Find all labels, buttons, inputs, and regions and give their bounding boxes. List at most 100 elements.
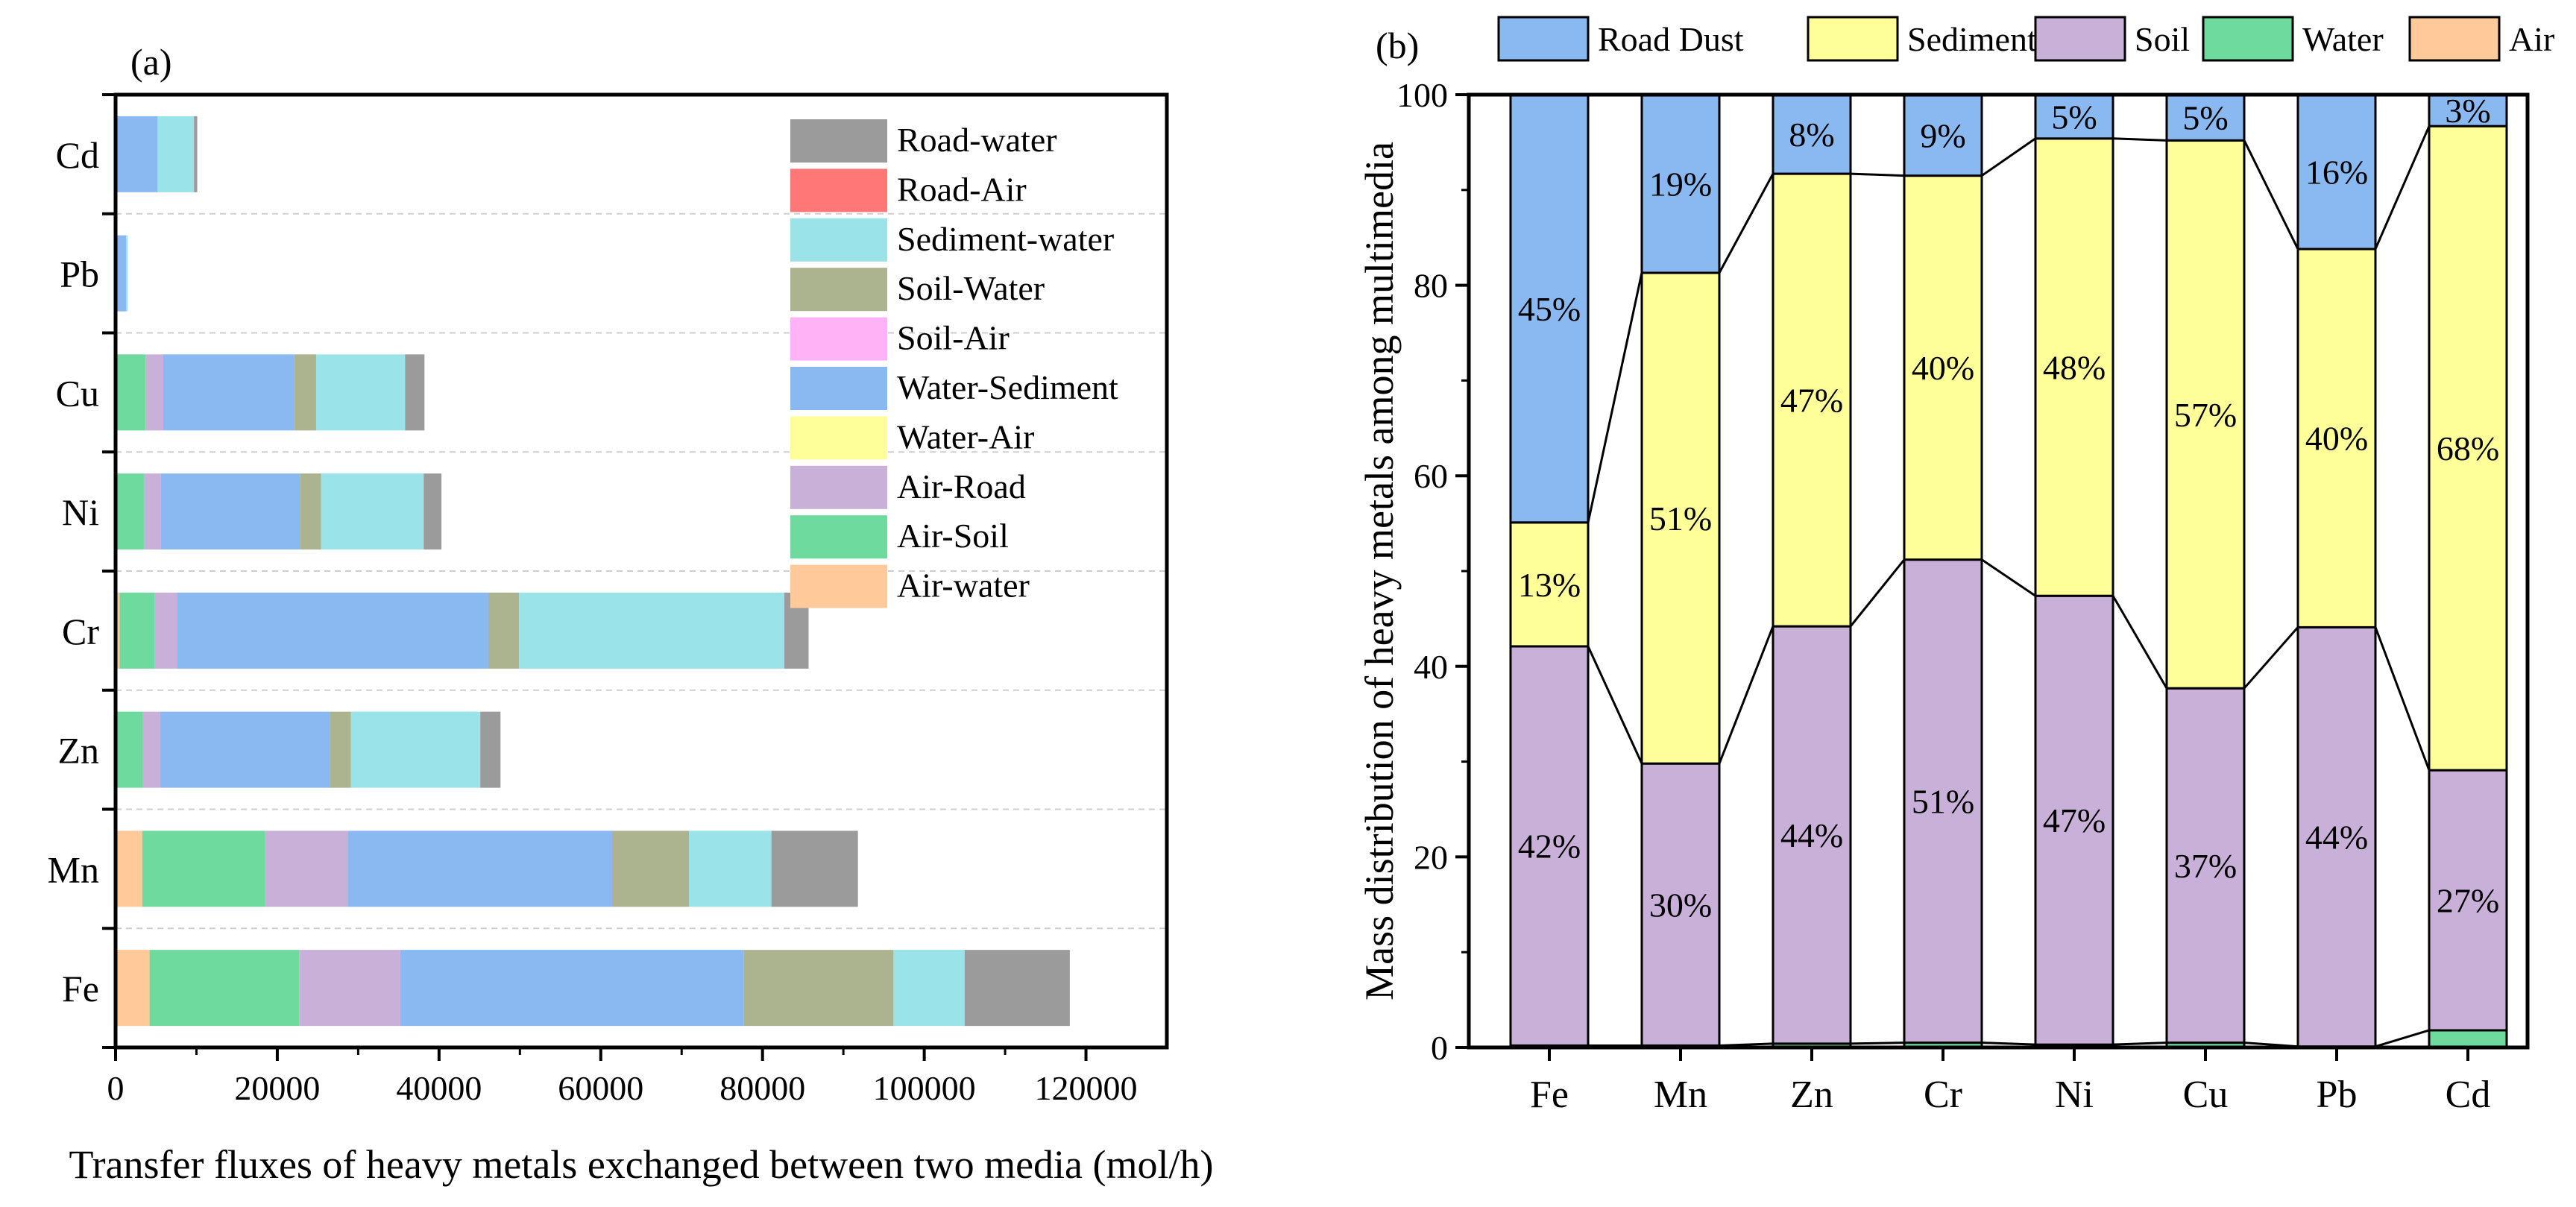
- stack-cu-soil: [2165, 687, 2246, 1044]
- bar-cr-air-water: [116, 592, 120, 669]
- connector-line-sediment: [1718, 173, 1774, 274]
- bar-ni-air-road: [143, 473, 161, 550]
- panel-b-y-tick-label: 80: [1414, 267, 1448, 305]
- stack-fe-road-dust: [1509, 93, 1590, 524]
- legend-label-road-water: Road-water: [897, 121, 1057, 159]
- bar-zn-air-road: [142, 711, 160, 788]
- stack-zn-sediment: [1772, 172, 1852, 628]
- bar-fe-water-sediment: [400, 950, 744, 1027]
- panel-b-y-axis-title: Mass distribution of heavy metals among …: [1357, 142, 1402, 1000]
- panel-b-y-tick-label: 60: [1414, 457, 1448, 495]
- connector-line-soil: [1849, 558, 1906, 628]
- panel-a-category-label-mn: Mn: [48, 848, 99, 890]
- connector-line-sediment: [2243, 139, 2299, 250]
- panel-a-x-tick-label: 0: [107, 1069, 125, 1107]
- bar-mn-soil-water: [611, 831, 689, 907]
- bar-cr-water-sediment: [177, 592, 489, 669]
- panel-a-axes: 0 20000 40000 60000 80000 100000 120000 Fe Mn Zn C…: [48, 93, 1138, 1107]
- panel-a-legend: Road-water Road-Air Sediment-water Soil-Wat…: [790, 119, 1118, 608]
- connector-line-soil: [1587, 646, 1643, 764]
- bar-cd-water-sediment: [116, 116, 158, 192]
- panel-b-connector-lines: [1587, 125, 2431, 1049]
- bar-cu-sediment-water: [315, 354, 406, 431]
- panel-b-axes: 0 20 40 60 80 100 Fe Mn Zn Cr Ni Cu Pb Cd: [1396, 76, 2490, 1116]
- bar-pb-water-sediment: [116, 235, 127, 312]
- data-label-fe-sediment: 13%: [1518, 566, 1581, 604]
- bar-cu-air-soil: [117, 354, 146, 431]
- data-label-cr-sediment: 40%: [1912, 349, 1974, 387]
- stack-mn-road-dust: [1640, 93, 1721, 274]
- stack-cd-sediment: [2428, 125, 2508, 772]
- panel-a-x-tick-label: 80000: [719, 1069, 805, 1107]
- data-label-mn-soil: 30%: [1649, 886, 1712, 924]
- connector-line-sediment: [2112, 137, 2167, 142]
- bar-zn-road-water: [480, 711, 501, 788]
- panel-a-x-axis-title: Transfer fluxes of heavy metals exchange…: [69, 1142, 1213, 1187]
- legend-swatch-soil-air: [790, 317, 887, 361]
- panel-a-bars: [116, 116, 1070, 1027]
- stack-cr-sediment: [1903, 174, 1983, 561]
- legend-swatch-road-water: [790, 119, 887, 163]
- bar-mn-air-water: [116, 831, 142, 907]
- legend-label-soil: Soil: [2135, 20, 2190, 58]
- bar-cu-soil-water: [294, 354, 316, 431]
- bar-mn-air-road: [265, 831, 348, 907]
- stack-cu-sediment: [2165, 139, 2246, 690]
- panel-b-chart: (b) Road Dust Sediment Soil Water Air 42% 13%…: [1357, 16, 2554, 1116]
- bar-fe-air-soil: [149, 950, 300, 1027]
- legend-label-soil-air: Soil-Air: [897, 319, 1010, 357]
- data-label-ni-road-dust: 5%: [2051, 98, 2097, 136]
- bar-fe-air-road: [299, 950, 400, 1027]
- panel-a-category-label-zn: Zn: [57, 730, 99, 772]
- panel-b-category-label-zn: Zn: [1790, 1074, 1833, 1116]
- connector-line-water: [1719, 1042, 1774, 1047]
- legend-swatch-air-water: [790, 564, 887, 608]
- bar-pb-sediment-water: [126, 235, 128, 312]
- legend-swatch-water-air: [790, 416, 887, 460]
- legend-label-water: Water: [2302, 20, 2384, 58]
- bar-cu-road-water: [405, 354, 425, 431]
- legend-swatch-sediment: [1807, 16, 1899, 62]
- stack-pb-sediment: [2296, 248, 2377, 628]
- legend-label-water-air: Water-Air: [897, 417, 1034, 456]
- stack-zn-road-dust: [1772, 93, 1852, 175]
- connector-line-sediment: [1587, 272, 1643, 523]
- connector-line-water: [1850, 1041, 1905, 1045]
- bar-mn-road-water: [771, 831, 858, 907]
- panel-a-category-label-cd: Cd: [56, 134, 99, 176]
- bar-cu-water-sediment: [163, 354, 295, 431]
- panel-b-category-label-mn: Mn: [1654, 1074, 1707, 1116]
- bar-zn-water-sediment: [160, 711, 330, 788]
- legend-swatch-sediment-water: [790, 218, 887, 262]
- bar-mn-water-sediment: [347, 831, 612, 907]
- stack-cr-soil: [1903, 558, 1983, 1044]
- panel-b-label: (b): [1376, 25, 1419, 66]
- data-label-cr-road-dust: 9%: [1920, 116, 1965, 154]
- stack-mn-sediment: [1640, 271, 1721, 765]
- bar-mn-air-soil: [142, 831, 265, 907]
- panel-a-x-tick-label: 20000: [234, 1069, 320, 1107]
- data-label-cd-road-dust: 3%: [2445, 92, 2490, 130]
- bar-ni-soil-water: [300, 473, 321, 550]
- panel-b-legend: Road Dust Sediment Soil Water Air: [1497, 16, 2554, 62]
- bar-cr-soil-water: [488, 592, 520, 669]
- bar-cd-road-water: [194, 116, 198, 192]
- data-label-fe-soil: 42%: [1518, 828, 1581, 866]
- connector-line-soil: [1718, 625, 1774, 764]
- bar-ni-sediment-water: [321, 473, 424, 550]
- panel-a-x-tick-label: 40000: [396, 1069, 482, 1107]
- panel-a-x-tick-label: 100000: [873, 1069, 976, 1107]
- legend-label-air-water: Air-water: [897, 567, 1030, 605]
- legend-label-air-soil: Air-Soil: [897, 517, 1009, 555]
- bar-cr-sediment-water: [519, 592, 784, 669]
- panel-a-category-label-pb: Pb: [60, 253, 99, 295]
- panel-a-x-tick-label: 120000: [1035, 1069, 1138, 1107]
- bar-cr-air-soil: [119, 592, 155, 669]
- stack-zn-soil: [1772, 625, 1852, 1045]
- stack-cd-water: [2428, 1029, 2508, 1049]
- legend-label-road-air: Road-Air: [897, 170, 1027, 208]
- legend-swatch-soil: [2034, 16, 2126, 62]
- data-label-cu-road-dust: 5%: [2182, 99, 2228, 137]
- data-label-zn-soil: 44%: [1780, 816, 1843, 854]
- panel-b-bars: 42% 13% 45% 30% 51% 19% 44% 47% 8% 51% 40% 9% 47% 48%…: [1509, 92, 2508, 1049]
